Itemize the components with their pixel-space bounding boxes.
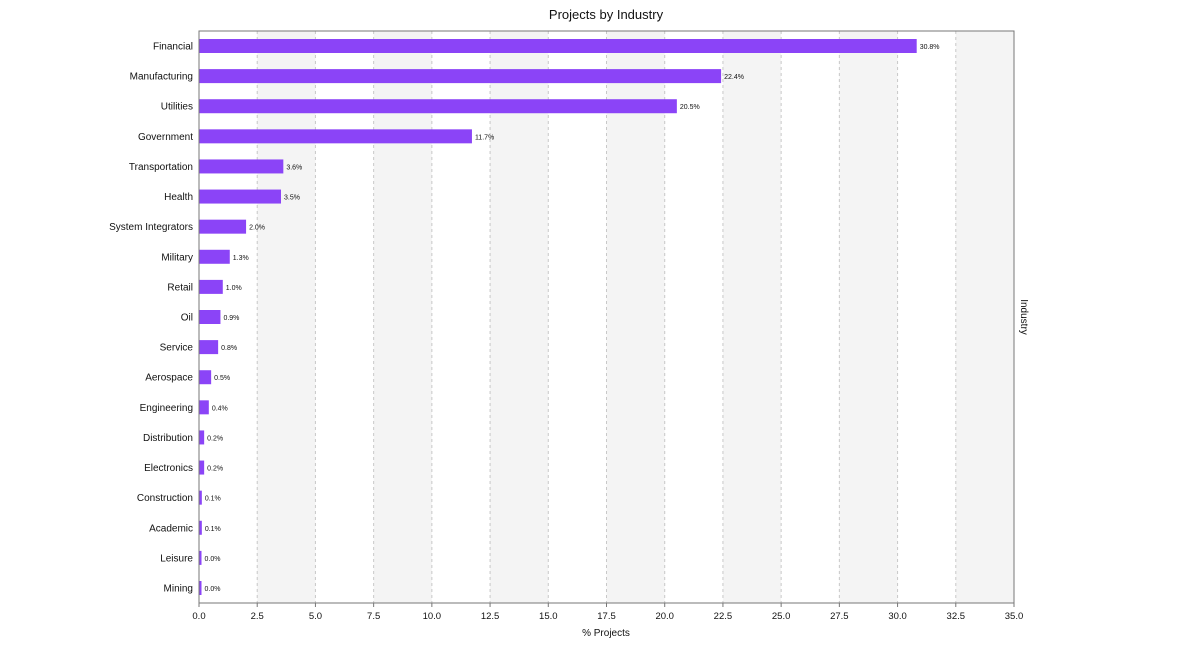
x-axis-ticks: 0.0 2.5 5.0 7.5 10.0 12.5 15.0 17.5 20.0 22.5 25.0… (192, 603, 1023, 622)
data-label: 11.7% (475, 134, 494, 141)
data-label: 0.4% (212, 405, 228, 412)
x-tick-label: 12.5 (481, 611, 500, 622)
x-axis-label: % Projects (582, 628, 630, 639)
x-tick-label: 2.5 (251, 611, 264, 622)
bar (199, 550, 202, 565)
bar (199, 279, 223, 294)
x-tick-label: 10.0 (423, 611, 442, 622)
x-tick-label: 27.5 (830, 611, 849, 622)
category-label: Engineering (140, 403, 193, 414)
data-label: 0.0% (205, 586, 221, 593)
x-tick-label: 5.0 (309, 611, 322, 622)
x-tick-label: 17.5 (597, 611, 616, 622)
bars (199, 39, 917, 595)
bar (199, 249, 230, 264)
bar (199, 430, 205, 445)
category-label: Electronics (144, 463, 193, 474)
bar (199, 39, 917, 53)
bar (199, 310, 221, 324)
data-label: 0.0% (205, 556, 221, 563)
category-label: Aerospace (145, 373, 193, 384)
grid-band (722, 31, 782, 603)
bar (199, 69, 722, 84)
grid-band (490, 31, 549, 603)
data-label: 0.1% (205, 496, 221, 503)
bar (199, 400, 209, 415)
gridlines (256, 31, 957, 603)
bar (199, 219, 247, 234)
x-tick-label: 35.0 (1005, 611, 1024, 622)
grid-band (839, 31, 898, 603)
data-label: 3.6% (286, 164, 302, 171)
data-label: 3.5% (284, 195, 300, 202)
data-label: 0.2% (207, 435, 223, 442)
data-label: 1.0% (226, 285, 242, 292)
bar (199, 99, 677, 114)
category-label: Oil (181, 313, 193, 324)
category-label: Manufacturing (130, 72, 193, 83)
x-tick-label: 15.0 (539, 611, 558, 622)
category-label: Construction (137, 493, 193, 504)
bar (199, 490, 202, 505)
data-label: 20.5% (680, 104, 700, 111)
category-label: Financial (153, 42, 193, 53)
bar (199, 460, 205, 475)
data-label: 0.2% (207, 466, 223, 473)
data-label: 1.3% (233, 255, 249, 262)
grid-band (955, 31, 1014, 603)
x-tick-label: 20.0 (655, 611, 674, 622)
x-tick-label: 7.5 (367, 611, 380, 622)
data-label: 0.8% (221, 345, 237, 352)
data-label: 0.9% (223, 315, 239, 322)
bar (199, 340, 219, 355)
value-labels: 30.8% 22.4% 20.5% 11.7% 3.6% 3.5% 2.0% 1.3% 1.0%… (205, 44, 940, 593)
data-label: 30.8% (920, 44, 940, 51)
bar (199, 581, 202, 595)
bar (199, 129, 472, 144)
category-label: Retail (167, 282, 193, 293)
category-label: System Integrators (109, 222, 193, 233)
category-label: Academic (149, 523, 193, 534)
category-labels: Financial Manufacturing Utilities Governmen… (109, 42, 193, 595)
chart-title: Projects by Industry (549, 7, 664, 22)
data-label: 22.4% (724, 74, 744, 81)
grid-band (606, 31, 665, 603)
category-label: Distribution (143, 433, 193, 444)
x-tick-label: 25.0 (772, 611, 791, 622)
plot-background (257, 31, 1014, 603)
x-tick-label: 0.0 (192, 611, 205, 622)
data-label: 0.1% (205, 526, 221, 533)
bar (199, 370, 212, 385)
category-label: Government (138, 132, 193, 143)
category-label: Leisure (160, 553, 193, 564)
data-label: 2.0% (249, 225, 265, 232)
bar (199, 520, 202, 535)
y-axis-label: Industry (1018, 299, 1029, 335)
x-tick-label: 30.0 (888, 611, 907, 622)
data-label: 0.5% (214, 375, 230, 382)
grid-band (257, 31, 316, 603)
category-label: Utilities (161, 102, 193, 113)
category-label: Health (164, 192, 193, 203)
grid-band (373, 31, 432, 603)
x-tick-label: 32.5 (947, 611, 966, 622)
category-label: Service (160, 343, 194, 354)
bar (199, 189, 281, 204)
category-label: Transportation (129, 162, 193, 173)
category-label: Mining (164, 584, 193, 595)
category-label: Military (161, 252, 193, 263)
bar (199, 159, 284, 174)
x-tick-label: 22.5 (714, 611, 733, 622)
